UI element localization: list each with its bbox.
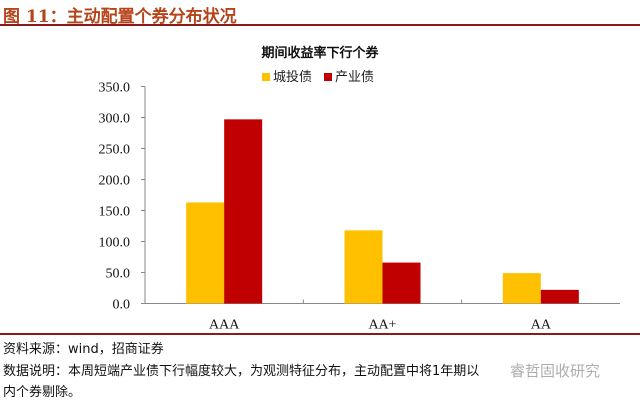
bar-AA-城投债 [502,273,541,304]
x-tick-label: AA [531,318,552,333]
bottom-rule [0,333,640,335]
legend-item-1: 产业债 [324,66,374,85]
y-tick-label: 50.0 [106,267,131,282]
chart-title: 期间收益率下行个券 [261,46,379,61]
source-note: 资料来源：wind，招商证券 [3,342,164,357]
bar-AA+-产业债 [382,262,421,304]
bar-AA-产业债 [540,289,579,304]
bar-AAA-产业债 [224,119,263,304]
watermark: 睿哲固收研究 [510,362,601,380]
x-tick-label: AA+ [368,318,396,333]
data-note-line1: 数据说明：本周短端产业债下行幅度较大，为观测特征分布，主动配置中将1年期以 [3,364,480,379]
y-tick-label: 0.0 [113,298,131,313]
bar-chart: 0.050.0100.0150.0200.0250.0300.0350.0AAA… [99,81,620,333]
legend-item-0: 城投债 [262,66,312,85]
y-tick-label: 100.0 [99,236,131,251]
data-note-line2: 内个券剔除。 [3,385,82,400]
figure-title: 图 11：主动配置个券分布状况 [3,7,237,27]
x-tick-label: AAA [209,318,240,333]
bar-AAA-城投债 [186,202,225,304]
bar-AA+-城投债 [344,230,383,304]
top-rule [0,24,640,26]
y-tick-label: 250.0 [99,143,131,158]
y-tick-label: 150.0 [99,205,131,220]
y-tick-label: 300.0 [99,112,131,127]
y-tick-label: 350.0 [99,81,131,96]
legend: 城投债 产业债 [262,66,374,85]
y-tick-label: 200.0 [99,174,131,189]
